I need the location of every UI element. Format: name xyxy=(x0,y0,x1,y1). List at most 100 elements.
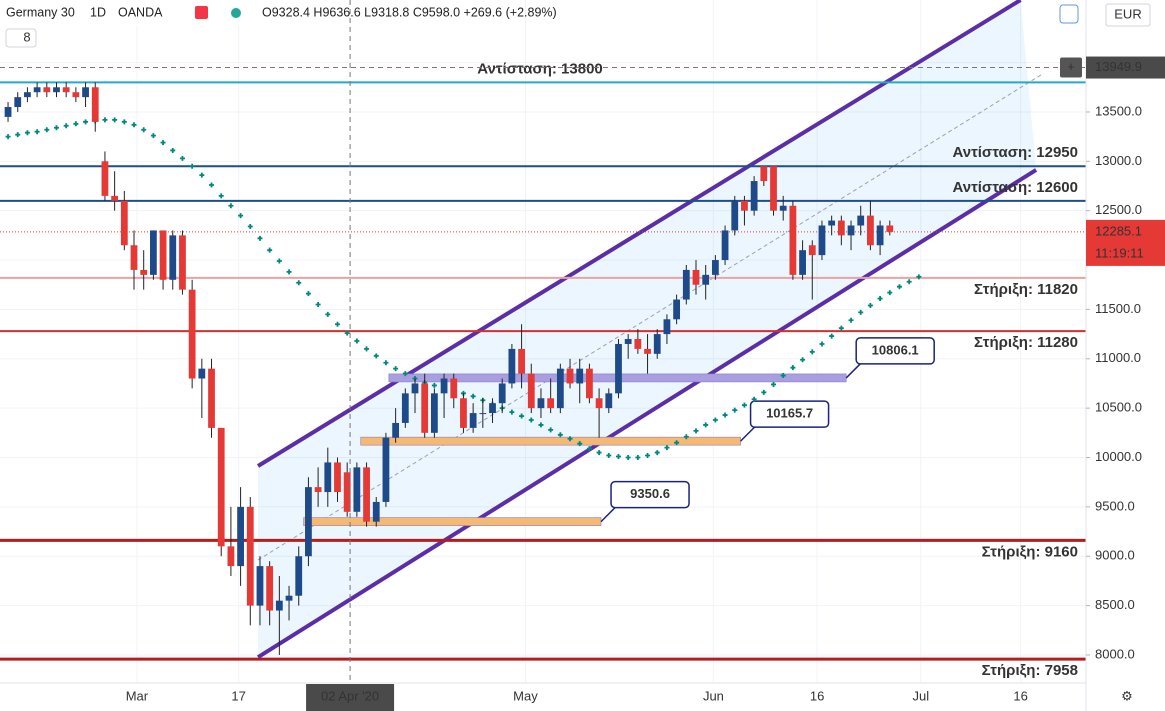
header: Germany 30 1D OANDA O9328.4 H9636.6 L931… xyxy=(0,0,557,48)
y-tick-label: 9500.0 xyxy=(1095,498,1135,513)
flag-icon[interactable] xyxy=(195,6,208,19)
indicator-dot xyxy=(732,407,738,413)
indicator-dot xyxy=(199,172,205,178)
candle-body xyxy=(556,368,564,409)
level-label: Στήριξη: 9160 xyxy=(982,543,1078,560)
level-label: Στήριξη: 7958 xyxy=(982,662,1078,679)
candle-body xyxy=(644,348,651,354)
candle-body xyxy=(440,378,448,394)
indicator-dot xyxy=(44,127,50,133)
candle-body xyxy=(760,166,768,182)
candle-body xyxy=(227,546,235,567)
candle-body xyxy=(140,269,148,275)
indicator-dot xyxy=(586,446,592,452)
indicator-dot xyxy=(800,357,806,363)
level-label: Αντίσταση: 12950 xyxy=(952,144,1078,161)
candle-body xyxy=(363,467,370,522)
candle-body xyxy=(305,487,312,557)
indicator-dot xyxy=(257,235,263,241)
candle-body xyxy=(547,398,555,409)
indicator-dot xyxy=(102,117,108,123)
indicator-dot xyxy=(829,333,835,339)
candle-body xyxy=(33,87,41,93)
candle-body xyxy=(169,235,177,280)
indicator-dot xyxy=(34,129,40,135)
indicator-dot xyxy=(141,127,147,133)
candle-body xyxy=(43,87,51,93)
x-tick-label: May xyxy=(513,688,538,703)
level-label: Αντίσταση: 12600 xyxy=(952,179,1078,196)
channel-fill xyxy=(258,0,1037,658)
indicator-dot xyxy=(5,134,11,140)
currency: EUR xyxy=(1114,6,1141,21)
indicator-dot xyxy=(596,450,602,456)
zone xyxy=(360,436,741,446)
candle-body xyxy=(818,225,826,256)
indicator-dot xyxy=(509,409,515,415)
candle-body xyxy=(789,205,797,275)
indicator-dot xyxy=(53,125,59,131)
interval: 1D xyxy=(90,5,106,19)
header-bg xyxy=(0,0,260,26)
settings-icon[interactable]: ⚙ xyxy=(1121,688,1133,703)
indicator-dot xyxy=(160,140,166,146)
indicator-dot xyxy=(305,291,311,297)
x-tick-label: Jul xyxy=(912,688,929,703)
candle-body xyxy=(498,383,506,404)
candle-body xyxy=(586,368,593,399)
y-tick-label: 12500.0 xyxy=(1095,202,1142,217)
candle-body xyxy=(382,437,390,502)
candle-body xyxy=(779,205,787,211)
indicator-dot xyxy=(315,301,321,307)
indicator-dot xyxy=(218,193,224,199)
candle-body xyxy=(624,339,632,344)
y-tick-label: 13500.0 xyxy=(1095,103,1142,118)
level-label: Στήριξη: 11820 xyxy=(974,281,1078,298)
indicator-dot xyxy=(267,247,273,253)
indicator-dot xyxy=(112,117,118,123)
indicator-dot xyxy=(848,317,854,323)
indicator-dot xyxy=(402,371,408,377)
candle-body xyxy=(721,230,729,261)
candle-body xyxy=(14,97,22,108)
indicator-dot xyxy=(654,450,660,456)
indicator-dot xyxy=(703,422,709,428)
callout-label: 9350.6 xyxy=(630,486,670,501)
indicator-dot xyxy=(896,284,902,290)
crosshair-plus-icon: + xyxy=(1067,59,1075,74)
candle-body xyxy=(566,368,574,384)
candle-body xyxy=(246,506,254,606)
indicator-dot xyxy=(63,123,69,129)
indicator-dot xyxy=(179,155,185,161)
indicator-dot xyxy=(228,203,234,209)
indicator-dot xyxy=(906,279,912,285)
candle-body xyxy=(237,506,244,567)
candle-body xyxy=(188,289,196,379)
currency-box[interactable] xyxy=(1105,3,1151,27)
crosshair-price: 13949.9 xyxy=(1095,59,1142,74)
candle-body xyxy=(208,368,215,428)
candle-body xyxy=(469,413,477,428)
indicator-dot xyxy=(664,445,670,451)
candle-body xyxy=(867,215,874,246)
indicator-dot xyxy=(548,427,554,433)
candle-body xyxy=(673,299,681,320)
y-tick-label: 9000.0 xyxy=(1095,548,1135,563)
candle-body xyxy=(663,319,671,335)
crosshair-plus xyxy=(1060,57,1082,78)
indicator-dot xyxy=(238,213,244,219)
indicator-dot xyxy=(150,133,156,139)
indicators-toggle[interactable] xyxy=(5,28,37,48)
candle-body xyxy=(149,230,157,275)
auto-scale-button[interactable] xyxy=(1059,4,1079,24)
crosshair-date: 02 Apr '20 xyxy=(321,688,379,703)
indicator-dot xyxy=(780,373,786,379)
candle-body xyxy=(702,274,710,285)
candle-body xyxy=(741,200,748,211)
candle-body xyxy=(799,250,806,275)
y-tick-label: 8000.0 xyxy=(1095,646,1135,661)
candle-body xyxy=(682,269,690,300)
countdown: 11:19:11 xyxy=(1095,245,1144,260)
indicator-dot xyxy=(393,366,399,372)
